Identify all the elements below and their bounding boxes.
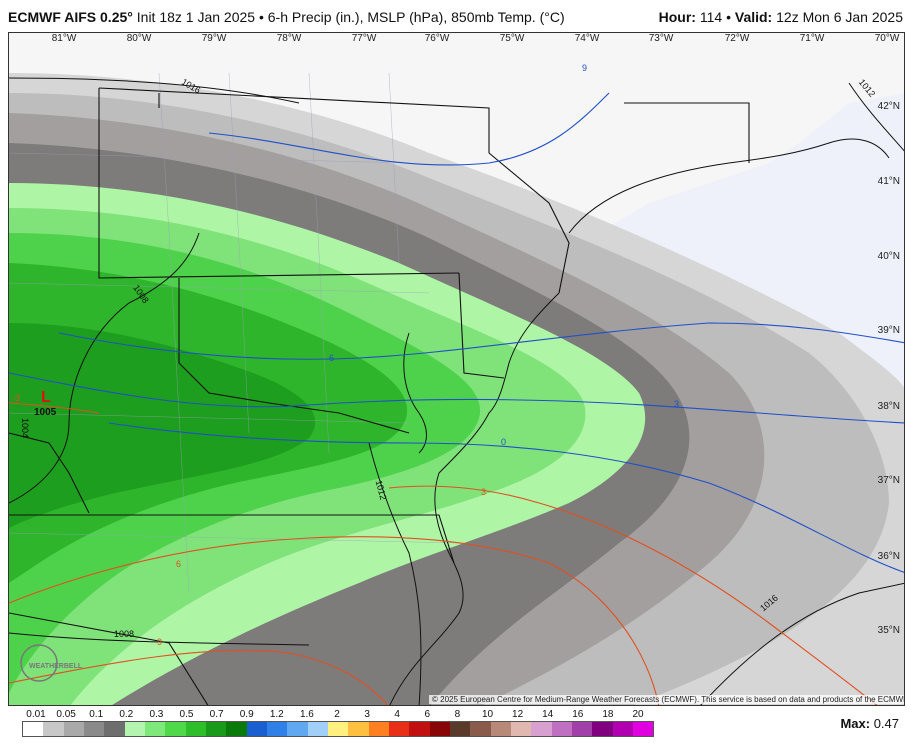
colorbar-swatch — [327, 722, 349, 736]
isotherm-label: 3 — [481, 487, 487, 497]
colorbar-swatch — [429, 722, 450, 736]
map-panel: 81°W 80°W 79°W 78°W 77°W 76°W 75°W 74°W … — [8, 32, 905, 706]
colorbar-swatch — [205, 722, 227, 736]
valid-date: 12z Mon 6 Jan 2025 — [776, 9, 903, 25]
colorbar-swatch — [246, 722, 267, 736]
colorbar-swatch — [551, 722, 572, 736]
lon-label: 74°W — [574, 33, 600, 44]
colorbar-swatch — [449, 722, 471, 736]
isotherm-label: -3 — [12, 393, 21, 403]
lat-label: 35°N — [877, 625, 900, 636]
isotherm-label: 9 — [582, 63, 588, 73]
lon-label: 79°W — [201, 33, 227, 44]
isotherm-label: 3 — [674, 399, 680, 409]
lon-label: 71°W — [799, 33, 825, 44]
colorbar-tick-label: 10 — [481, 709, 494, 720]
lat-label: 36°N — [877, 551, 900, 562]
colorbar-tick-label: 0.05 — [56, 709, 76, 720]
colorbar-swatch — [409, 722, 430, 736]
colorbar-swatch — [165, 722, 186, 736]
lat-label: 41°N — [877, 176, 900, 187]
colorbar-swatch — [63, 722, 84, 736]
lon-label: 80°W — [126, 33, 152, 44]
lat-label: 38°N — [877, 401, 900, 412]
colorbar-tick-label: 0.5 — [179, 709, 194, 720]
lat-label: 40°N — [877, 251, 900, 262]
colorbar-swatch — [571, 722, 593, 736]
colorbar-tick-label: 0.1 — [89, 709, 104, 720]
colorbar-swatch — [104, 722, 125, 736]
colorbar-swatch — [23, 722, 44, 736]
colorbar-labels: 0.01 0.05 0.1 0.2 0.3 0.5 0.7 0.9 1.2 1.6 2 3 4 6 8 10 1… — [22, 709, 652, 721]
max-value: Max: 0.47 — [840, 716, 899, 731]
colorbar-tick-label: 12 — [512, 709, 524, 720]
colorbar-tick-label: 0.01 — [26, 709, 46, 720]
colorbar-swatch — [388, 722, 410, 736]
colorbar-tick-label: 20 — [632, 709, 644, 720]
colorbar-swatch — [510, 722, 532, 736]
lat-label: 39°N — [877, 325, 900, 336]
weatherbell-logo: WEATHERBELL — [29, 663, 83, 670]
low-pressure-value: 1005 — [34, 407, 57, 418]
map-canvas — [9, 33, 904, 705]
colorbar-tick-label: 0.7 — [209, 709, 224, 720]
colorbar-tick-label: 18 — [602, 709, 614, 720]
colorbar-swatch — [632, 722, 654, 736]
lon-label: 77°W — [351, 33, 377, 44]
colorbar-swatch — [144, 722, 166, 736]
lon-label: 75°W — [499, 33, 525, 44]
isobar-label: 1008 — [114, 629, 135, 639]
colorbar-tick-label: 4 — [394, 709, 400, 720]
header: ECMWF AIFS 0.25° Init 18z 1 Jan 2025 • 6… — [0, 0, 913, 32]
colorbar-swatch — [185, 722, 206, 736]
fields-description: 6-h Precip (in.), MSLP (hPa), 850mb Temp… — [267, 9, 565, 25]
colorbar-tick-label: 6 — [424, 709, 431, 720]
colorbar-swatch — [266, 722, 288, 736]
lon-label: 72°W — [724, 33, 750, 44]
colorbar-swatch — [287, 722, 308, 736]
colorbar-tick-label: 3 — [364, 709, 370, 720]
colorbar-tick-label: 1.6 — [299, 709, 314, 720]
lon-label: 73°W — [648, 33, 674, 44]
colorbar-tick-label: 0.3 — [149, 709, 164, 720]
valid-time: Hour: 114 • Valid: 12z Mon 6 Jan 2025 — [658, 9, 903, 25]
isotherm-label: 6 — [329, 353, 335, 363]
isotherm-label: 0 — [501, 437, 507, 447]
colorbar-tick-label: 8 — [454, 709, 461, 720]
isotherm-label: 6 — [176, 559, 182, 569]
lat-label: 42°N — [877, 101, 900, 112]
colorbar-swatch — [368, 722, 389, 736]
init-time: Init 18z 1 Jan 2025 — [136, 9, 256, 25]
forecast-hour: 114 — [699, 9, 723, 25]
colorbar-swatch — [592, 722, 613, 736]
colorbar-swatch — [612, 722, 633, 736]
copyright-notice: © 2025 European Centre for Medium-Range … — [429, 695, 904, 704]
colorbar-swatch — [348, 722, 369, 736]
low-pressure-symbol: L — [41, 389, 51, 406]
colorbar-swatch — [43, 722, 64, 736]
colorbar-tick-label: 0.2 — [119, 709, 134, 720]
colorbar-swatch — [226, 722, 247, 736]
colorbar-swatch — [124, 722, 145, 736]
map-title: ECMWF AIFS 0.25° Init 18z 1 Jan 2025 • 6… — [8, 9, 565, 25]
colorbar-tick-label: 2 — [334, 709, 340, 720]
isobar-label: 1004 — [20, 417, 31, 439]
colorbar-tick-label: 1.2 — [269, 709, 284, 720]
colorbar-swatch — [531, 722, 552, 736]
precip-colorbar — [22, 721, 654, 737]
colorbar-swatch — [490, 722, 511, 736]
colorbar-swatch — [307, 722, 328, 736]
lon-label: 78°W — [276, 33, 302, 44]
colorbar-tick-label: 0.9 — [239, 709, 254, 720]
model-name: ECMWF AIFS 0.25° — [8, 9, 133, 25]
isotherm-label: 9 — [157, 637, 163, 647]
colorbar-swatch — [83, 722, 105, 736]
colorbar-tick-label: 14 — [542, 709, 554, 720]
lon-label: 70°W — [874, 33, 900, 44]
colorbar-swatch — [470, 722, 491, 736]
lat-label: 37°N — [877, 475, 900, 486]
lon-label: 81°W — [51, 33, 77, 44]
lon-label: 76°W — [424, 33, 450, 44]
colorbar-tick-label: 16 — [572, 709, 584, 720]
